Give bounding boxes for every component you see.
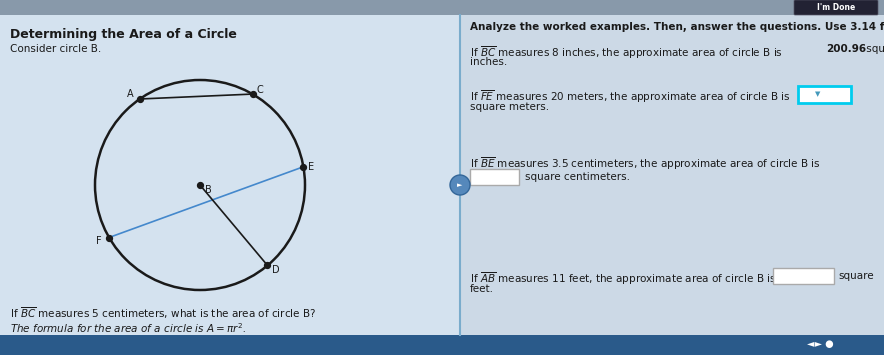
Bar (460, 15, 884, 340)
Text: If $\overline{BE}$ measures 3.5 centimeters, the approximate area of circle B is: If $\overline{BE}$ measures 3.5 centimet… (470, 155, 821, 171)
Point (296, 164, 310, 170)
Text: If $\overline{BC}$ measures 5 centimeters, what is the area of circle B?: If $\overline{BC}$ measures 5 centimeter… (10, 305, 316, 321)
Text: square centimeters.: square centimeters. (525, 172, 630, 182)
Point (261, 263, 275, 268)
Text: ◄► ●: ◄► ● (807, 339, 834, 349)
Text: Consider circle B.: Consider circle B. (10, 44, 102, 54)
Text: A: A (126, 89, 133, 99)
Text: B: B (204, 185, 211, 195)
Text: feet.: feet. (470, 284, 494, 294)
Point (246, 91, 260, 97)
FancyBboxPatch shape (773, 268, 834, 284)
Text: C: C (256, 85, 263, 95)
Text: If $\overline{FE}$ measures 20 meters, the approximate area of circle B is: If $\overline{FE}$ measures 20 meters, t… (470, 88, 791, 105)
Text: inches.: inches. (470, 57, 507, 67)
Text: F: F (96, 235, 102, 246)
Bar (0, 335, 884, 355)
Point (193, 182, 207, 188)
FancyBboxPatch shape (794, 0, 878, 15)
Text: If $\overline{BC}$ measures 8 inches, the approximate area of circle B is: If $\overline{BC}$ measures 8 inches, th… (470, 44, 783, 61)
Text: square: square (838, 271, 873, 281)
FancyBboxPatch shape (469, 169, 519, 185)
Text: D: D (271, 266, 279, 275)
Text: Analyze the worked examples. Then, answer the questions. Use 3.14 for π.: Analyze the worked examples. Then, answe… (470, 22, 884, 32)
Text: square: square (863, 44, 884, 54)
FancyBboxPatch shape (797, 86, 850, 103)
Text: Determining the Area of a Circle: Determining the Area of a Circle (10, 28, 237, 41)
Circle shape (450, 175, 470, 195)
Point (133, 96, 147, 102)
Text: ▼: ▼ (815, 91, 820, 97)
Text: square meters.: square meters. (470, 102, 549, 112)
Text: If $\overline{AB}$ measures 11 feet, the approximate area of circle B is: If $\overline{AB}$ measures 11 feet, the… (470, 270, 776, 286)
Text: 200.96: 200.96 (826, 44, 866, 54)
Text: ►: ► (457, 182, 462, 188)
Point (102, 235, 116, 240)
Text: I'm Done: I'm Done (817, 3, 855, 12)
Text: E: E (309, 162, 315, 172)
Text: The formula for the area of a circle is $A = \pi r^2$.: The formula for the area of a circle is … (10, 321, 246, 335)
Bar (0, 15, 460, 340)
Bar (0, 0, 884, 15)
